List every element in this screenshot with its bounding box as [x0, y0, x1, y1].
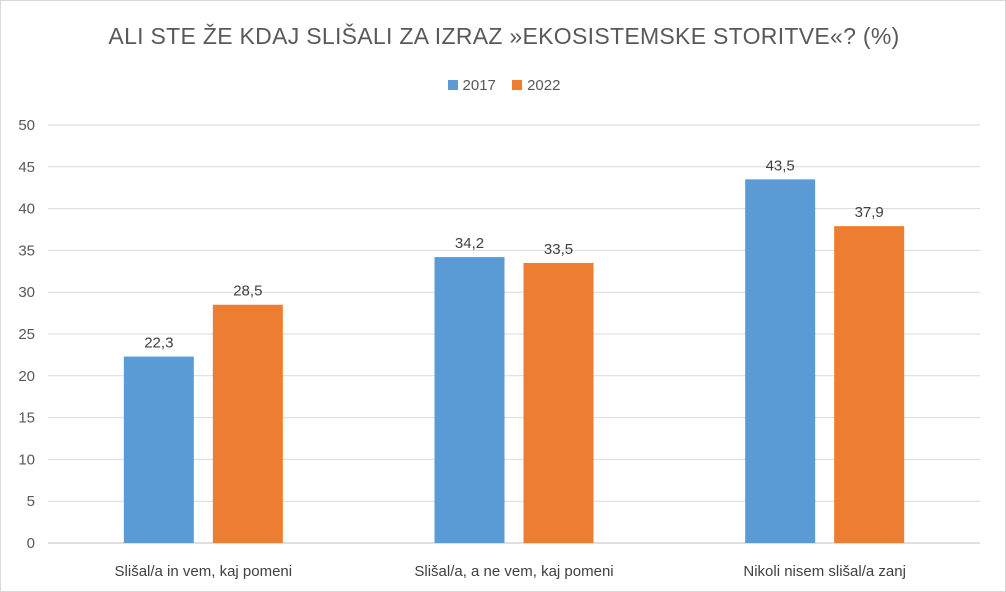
data-label-2017-2: 43,5	[766, 157, 795, 174]
y-tick-label-40: 40	[18, 201, 35, 218]
y-tick-label-15: 15	[18, 410, 35, 427]
data-label-2017-0: 22,3	[144, 335, 173, 352]
y-tick-label-50: 50	[18, 117, 35, 134]
bar-2017-1	[434, 257, 505, 543]
legend-swatch-2017	[447, 80, 458, 90]
y-tick-label-10: 10	[18, 451, 35, 468]
legend-item-2022: 2022	[512, 77, 560, 94]
legend-item-2017: 2017	[447, 77, 496, 94]
y-tick-label-5: 5	[27, 493, 35, 510]
data-label-2022-1: 33,5	[544, 241, 573, 258]
y-tick-label-0: 0	[27, 535, 35, 552]
y-tick-label-45: 45	[18, 159, 35, 176]
category-label-1: Slišal/a, a ne vem, kaj pomeni	[414, 563, 613, 580]
bar-2017-0	[123, 356, 194, 543]
category-label-2: Nikoli nisem slišal/a zanj	[743, 563, 906, 580]
data-label-2022-2: 37,9	[855, 204, 884, 221]
legend-label-2022: 2022	[527, 77, 561, 94]
y-tick-label-20: 20	[18, 368, 35, 385]
bar-2022-0	[212, 304, 283, 543]
bar-2017-2	[745, 179, 816, 543]
y-tick-label-30: 30	[18, 284, 35, 301]
y-tick-label-35: 35	[18, 242, 35, 259]
legend-label-2017: 2017	[462, 77, 496, 94]
bar-2022-2	[834, 226, 905, 543]
data-label-2017-1: 34,2	[455, 235, 484, 252]
y-tick-label-25: 25	[18, 326, 35, 343]
data-label-2022-0: 28,5	[233, 283, 262, 300]
chart-title: ALI STE ŽE KDAJ SLIŠALI ZA IZRAZ »EKOSIS…	[108, 23, 900, 49]
bar-2022-1	[523, 262, 594, 543]
category-label-0: Slišal/a in vem, kaj pomeni	[115, 563, 293, 580]
legend-swatch-2022	[512, 80, 523, 90]
chart-legend: 2017 2022	[1, 77, 1006, 94]
